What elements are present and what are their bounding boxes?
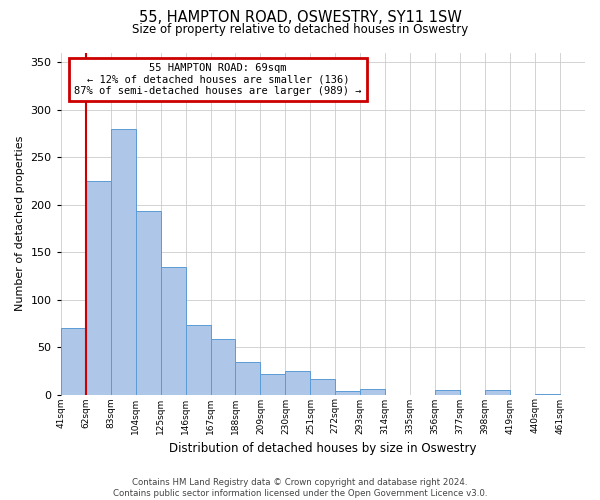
Bar bbox=[185, 325, 211, 394]
Text: 55, HAMPTON ROAD, OSWESTRY, SY11 1SW: 55, HAMPTON ROAD, OSWESTRY, SY11 1SW bbox=[139, 10, 461, 25]
Bar bbox=[260, 374, 286, 394]
X-axis label: Distribution of detached houses by size in Oswestry: Distribution of detached houses by size … bbox=[169, 442, 476, 455]
Text: 55 HAMPTON ROAD: 69sqm
← 12% of detached houses are smaller (136)
87% of semi-de: 55 HAMPTON ROAD: 69sqm ← 12% of detached… bbox=[74, 63, 362, 96]
Text: Size of property relative to detached houses in Oswestry: Size of property relative to detached ho… bbox=[132, 22, 468, 36]
Bar bbox=[211, 340, 235, 394]
Bar bbox=[235, 362, 260, 394]
Text: Contains HM Land Registry data © Crown copyright and database right 2024.
Contai: Contains HM Land Registry data © Crown c… bbox=[113, 478, 487, 498]
Bar bbox=[136, 211, 161, 394]
Bar bbox=[335, 390, 361, 394]
Bar bbox=[86, 181, 110, 394]
Bar bbox=[310, 380, 335, 394]
Bar bbox=[110, 128, 136, 394]
Bar bbox=[485, 390, 510, 394]
Bar bbox=[61, 328, 86, 394]
Bar bbox=[286, 371, 310, 394]
Y-axis label: Number of detached properties: Number of detached properties bbox=[15, 136, 25, 311]
Bar bbox=[361, 389, 385, 394]
Bar bbox=[435, 390, 460, 394]
Bar bbox=[161, 267, 185, 394]
